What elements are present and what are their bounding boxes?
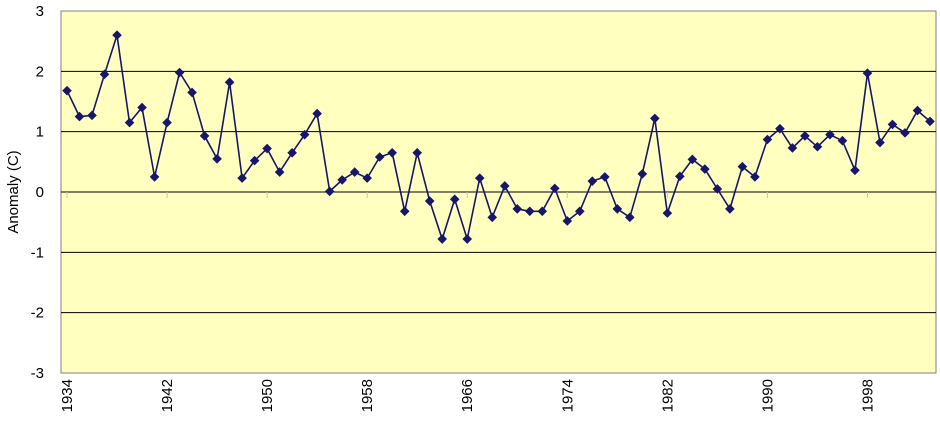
data-point (900, 128, 910, 138)
y-axis-title: Anomaly (C) (5, 150, 22, 233)
data-point (800, 131, 810, 141)
series-markers (62, 30, 935, 244)
x-tick-label: 1950 (259, 379, 276, 412)
y-axis-tick-labels: 3 2 1 0 -1 -2 -3 (31, 3, 44, 382)
y-tick-label: 0 (36, 184, 44, 201)
data-point (337, 175, 347, 185)
data-point (199, 131, 210, 141)
data-point (837, 135, 848, 146)
data-point (787, 143, 798, 153)
data-point (174, 67, 185, 78)
data-point (587, 176, 598, 186)
data-point (762, 134, 773, 145)
x-tick-label: 1966 (459, 379, 476, 412)
data-point (187, 87, 197, 98)
data-point (862, 68, 873, 78)
data-point (725, 204, 735, 214)
data-point (537, 206, 548, 217)
x-axis-tick-labels: 1934 1942 1950 1958 1966 1974 1982 1990 1998 (59, 379, 876, 412)
data-point (149, 172, 160, 182)
data-point (399, 206, 410, 217)
data-point (775, 123, 785, 134)
data-point (887, 119, 898, 130)
data-point (474, 173, 485, 183)
data-point (124, 117, 135, 128)
data-point (299, 129, 310, 140)
x-tick-label: 1998 (859, 379, 876, 412)
data-point (349, 167, 360, 177)
data-point (562, 216, 573, 226)
data-point (512, 204, 523, 214)
x-axis-tick-marks (66, 192, 868, 198)
data-point (312, 108, 322, 119)
data-point (662, 208, 673, 218)
data-point (499, 181, 510, 191)
data-point (162, 117, 172, 128)
data-point (437, 234, 448, 244)
data-point (99, 69, 110, 80)
data-point (362, 173, 372, 183)
y-tick-label: -2 (31, 305, 44, 322)
data-point (449, 194, 460, 205)
y-tick-label: -1 (31, 244, 44, 261)
x-tick-label: 1982 (659, 379, 676, 412)
data-point (675, 171, 685, 182)
data-point (224, 77, 235, 87)
data-point (750, 172, 760, 182)
data-point (712, 184, 723, 194)
data-point (424, 196, 435, 206)
x-tick-label: 1934 (59, 379, 76, 412)
data-point (374, 152, 385, 162)
x-tick-label: 1974 (559, 379, 576, 412)
data-point (912, 105, 923, 116)
data-point (212, 154, 222, 164)
data-point (574, 206, 585, 217)
data-point (262, 143, 272, 154)
data-point (825, 129, 835, 140)
data-point (387, 147, 397, 158)
data-point (112, 30, 122, 40)
data-point (74, 111, 85, 122)
data-point (524, 206, 535, 217)
gridlines (61, 70, 936, 314)
data-point (875, 137, 885, 148)
data-point (462, 234, 473, 244)
data-point (137, 102, 147, 113)
x-tick-label: 1942 (159, 379, 176, 412)
data-point (412, 147, 423, 158)
data-point (549, 183, 560, 194)
data-point (249, 155, 260, 166)
y-tick-label: 3 (36, 3, 44, 20)
data-point (487, 212, 498, 223)
data-point (87, 110, 97, 121)
data-point (612, 204, 623, 214)
data-point (650, 113, 660, 124)
series-line (66, 34, 931, 243)
data-point (237, 173, 247, 183)
x-tick-label: 1990 (759, 379, 776, 412)
data-point (700, 164, 710, 174)
data-point (62, 85, 72, 96)
data-point (737, 161, 748, 172)
data-point (324, 186, 335, 197)
data-point (625, 212, 635, 223)
data-point (287, 147, 297, 158)
data-point (850, 165, 860, 176)
data-point (600, 172, 610, 182)
data-point (925, 116, 935, 127)
x-tick-label: 1958 (359, 379, 376, 412)
y-tick-label: 2 (36, 63, 44, 80)
data-point (812, 141, 823, 152)
data-point (274, 167, 285, 177)
y-tick-label: 1 (36, 124, 44, 141)
data-point (637, 169, 648, 179)
data-point (687, 154, 698, 165)
y-tick-label: -3 (31, 365, 44, 382)
